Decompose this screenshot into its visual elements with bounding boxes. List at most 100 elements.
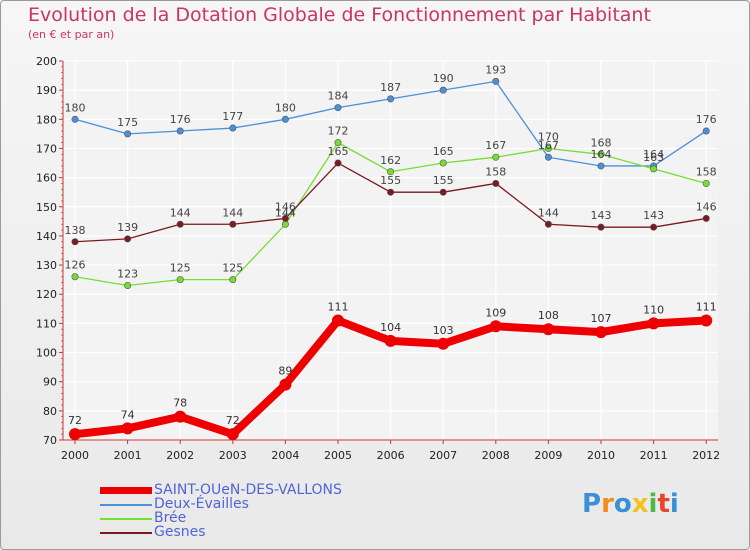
data-point: [647, 317, 660, 330]
data-label: 177: [222, 110, 243, 123]
y-tick-label: 160: [36, 172, 57, 185]
y-tick-label: 70: [43, 434, 57, 447]
data-point: [281, 220, 289, 228]
data-label: 72: [68, 414, 82, 427]
data-label: 193: [485, 63, 506, 76]
y-tick-label: 80: [43, 405, 57, 418]
y-tick-label: 190: [36, 84, 57, 97]
legend-swatch: [100, 504, 152, 506]
data-point: [544, 153, 552, 161]
data-point: [121, 422, 134, 435]
data-label: 146: [696, 200, 717, 213]
data-point: [492, 153, 500, 161]
data-label: 78: [173, 397, 187, 410]
data-label: 138: [65, 224, 86, 237]
data-label: 180: [65, 101, 86, 114]
data-point: [597, 150, 605, 158]
data-label: 180: [275, 101, 296, 114]
y-tick-label: 170: [36, 142, 57, 155]
data-point: [71, 273, 79, 281]
legend-item-saint-ouen: SAINT-OUeN-DES-VALLONS: [100, 482, 430, 498]
data-label: 107: [591, 312, 612, 325]
y-tick-label: 140: [36, 230, 57, 243]
chart-subtitle: (en € et par an): [28, 28, 115, 41]
data-point: [597, 162, 605, 170]
data-point: [700, 314, 713, 327]
x-tick-label: 2002: [166, 449, 194, 462]
data-label: 165: [433, 145, 454, 158]
x-tick-label: 2007: [429, 449, 457, 462]
data-label: 109: [485, 306, 506, 319]
data-point: [226, 428, 239, 441]
data-label: 184: [328, 90, 349, 103]
data-point: [384, 334, 397, 347]
y-tick-label: 120: [36, 288, 57, 301]
data-label: 163: [643, 151, 664, 164]
y-tick-label: 130: [36, 259, 57, 272]
logo-letter: t: [657, 489, 670, 519]
data-point: [595, 326, 607, 339]
legend-swatch: [100, 487, 152, 494]
data-label: 144: [275, 206, 296, 219]
legend-label: Deux-Évailles: [154, 496, 249, 512]
x-tick-label: 2003: [219, 449, 247, 462]
data-label: 170: [538, 130, 559, 143]
data-point: [281, 214, 289, 222]
data-label: 158: [485, 165, 506, 178]
logo-letter: o: [613, 489, 632, 519]
x-tick-label: 2006: [377, 449, 405, 462]
data-point: [174, 410, 187, 423]
legend-label: Brée: [154, 510, 187, 526]
data-point: [69, 428, 81, 441]
y-tick-label: 90: [43, 376, 57, 389]
data-label: 144: [538, 206, 559, 219]
data-point: [332, 314, 344, 327]
data-point: [387, 95, 395, 103]
data-label: 125: [170, 262, 191, 275]
legend: SAINT-OUeN-DES-VALLONS Deux-Évailles Bré…: [100, 482, 430, 540]
data-point: [542, 323, 555, 336]
data-point: [124, 235, 132, 243]
data-point: [176, 276, 184, 284]
x-tick-label: 2008: [482, 449, 510, 462]
legend-item-bree: Brée: [100, 510, 430, 526]
data-point: [281, 115, 289, 123]
data-label: 146: [275, 200, 296, 213]
data-label: 190: [433, 72, 454, 85]
data-label: 89: [278, 365, 292, 378]
logo-letter: i: [669, 489, 679, 519]
y-tick-label: 110: [36, 317, 57, 330]
data-point: [489, 320, 502, 333]
legend-label: Gesnes: [154, 524, 206, 540]
data-point: [650, 165, 658, 173]
legend-item-gesnes: Gesnes: [100, 524, 430, 540]
data-label: 108: [538, 309, 559, 322]
data-label: 168: [591, 136, 612, 149]
x-tick-label: 2004: [271, 449, 299, 462]
data-point: [387, 188, 395, 196]
data-point: [334, 159, 342, 167]
data-label: 111: [696, 300, 717, 313]
data-point: [71, 115, 79, 123]
data-label: 104: [380, 321, 401, 334]
data-point: [176, 220, 184, 228]
y-tick-label: 200: [36, 55, 57, 68]
data-point: [279, 378, 292, 391]
y-tick-label: 100: [36, 347, 57, 360]
data-point: [650, 223, 658, 231]
data-label: 143: [643, 209, 664, 222]
legend-label: SAINT-OUeN-DES-VALLONS: [154, 482, 342, 498]
data-label: 164: [591, 148, 612, 161]
data-label: 165: [328, 145, 349, 158]
data-label: 172: [328, 125, 349, 138]
data-label: 74: [121, 408, 135, 421]
data-point: [544, 144, 552, 152]
data-point: [229, 220, 237, 228]
data-point: [492, 77, 500, 85]
logo-letter: r: [601, 489, 614, 519]
data-label: 176: [170, 113, 191, 126]
legend-swatch: [100, 532, 152, 534]
data-point: [702, 214, 710, 222]
data-label: 175: [117, 116, 138, 129]
data-label: 144: [222, 206, 243, 219]
